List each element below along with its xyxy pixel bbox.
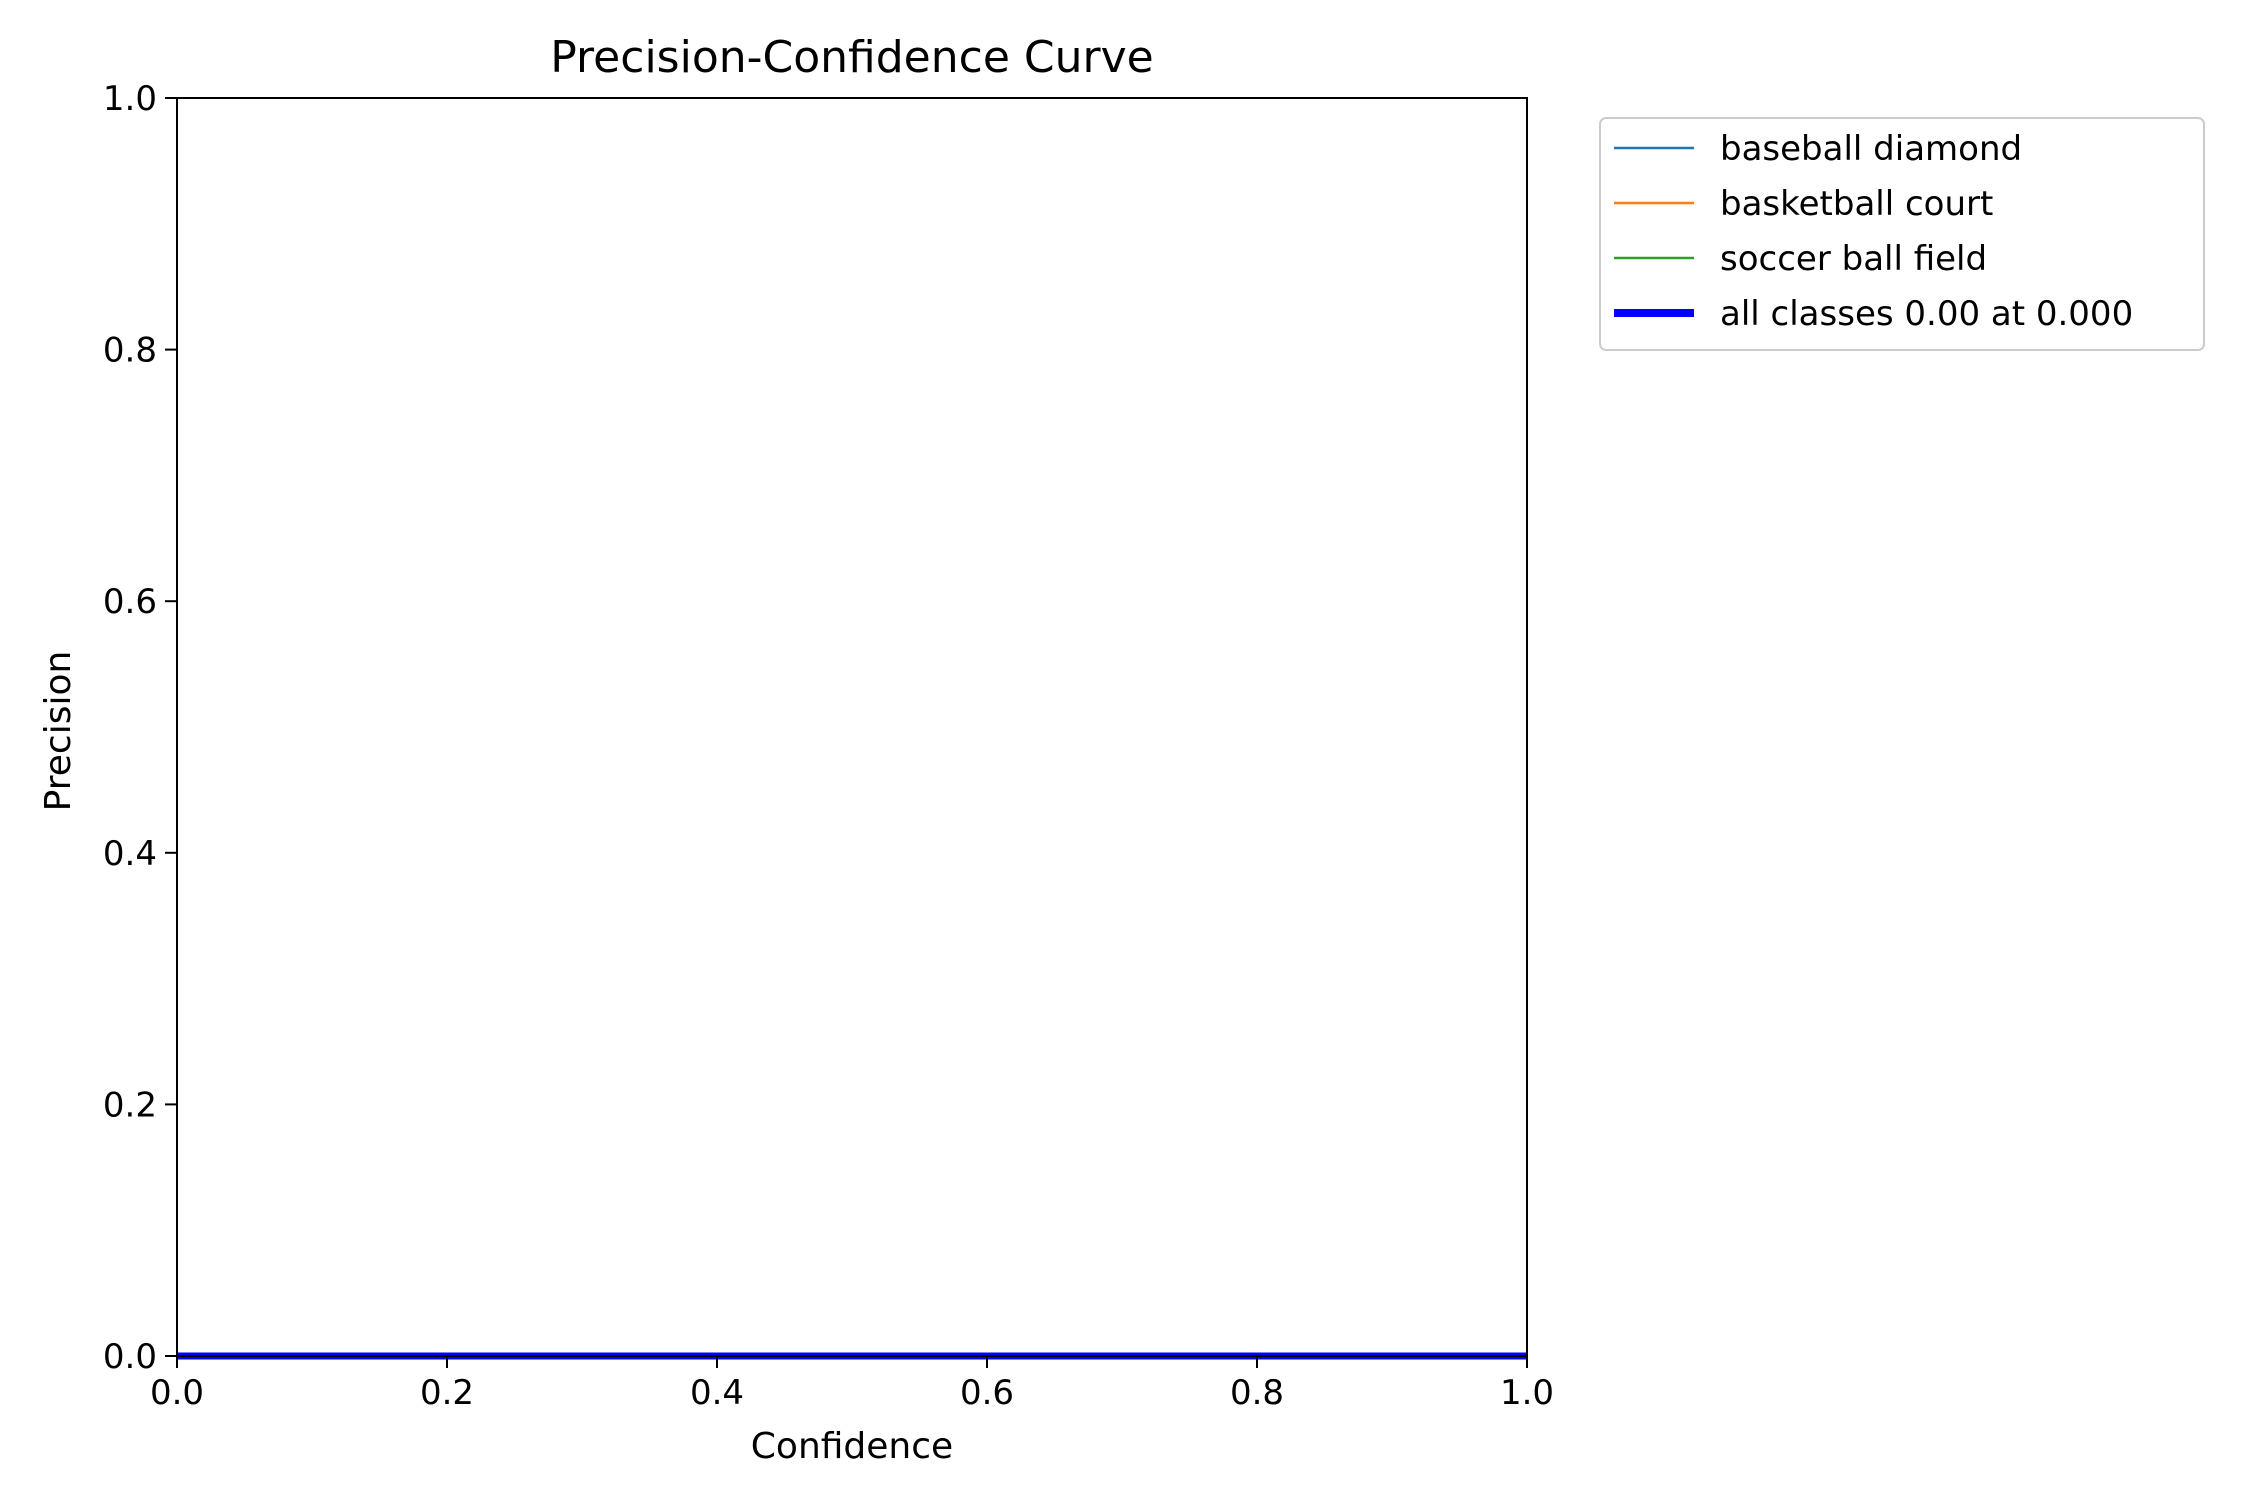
y-tick-label: 0.6 — [103, 582, 157, 622]
y-axis-label: Precision — [38, 651, 79, 812]
x-tick-label: 0.8 — [1230, 1373, 1284, 1413]
chart-title: Precision-Confidence Curve — [550, 32, 1153, 83]
legend-entry: soccer ball field — [1720, 239, 1987, 279]
x-axis-label: Confidence — [751, 1426, 953, 1467]
legend-entry: all classes 0.00 at 0.000 — [1720, 294, 2133, 334]
legend-entry: basketball court — [1720, 184, 1993, 224]
y-tick-label: 0.8 — [103, 331, 157, 371]
y-tick-label: 0.2 — [103, 1085, 157, 1125]
legend-entry: baseball diamond — [1720, 129, 2022, 169]
y-tick-label: 1.0 — [103, 79, 157, 119]
x-tick-label: 0.2 — [420, 1373, 474, 1413]
axes-frame — [176, 97, 1528, 1357]
x-tick-label: 0.4 — [690, 1373, 744, 1413]
legend-box — [1599, 117, 2205, 351]
plot-area: 0.0 0.2 0.4 0.6 0.8 1.0 0.0 0.2 0.4 0.6 0.8 1.0 — [103, 79, 1554, 1413]
y-tick-label: 0.0 — [103, 1337, 157, 1377]
x-tick-label: 0.0 — [150, 1373, 204, 1413]
legend: baseball diamond basketball court soccer b… — [1599, 117, 2205, 351]
y-tick-label: 0.4 — [103, 834, 157, 874]
x-tick-label: 0.6 — [960, 1373, 1014, 1413]
x-tick-label: 1.0 — [1500, 1373, 1554, 1413]
